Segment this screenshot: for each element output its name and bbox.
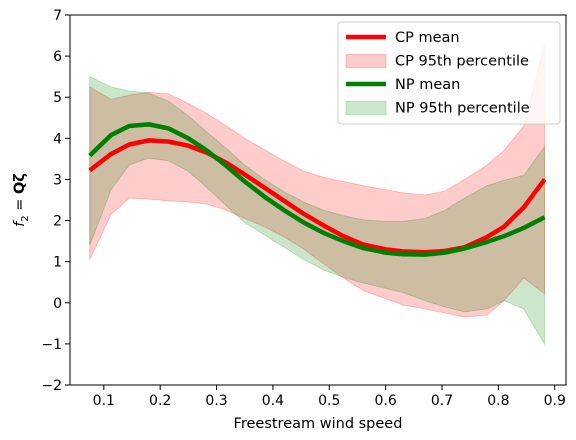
y-tick-label: 7 [53, 8, 62, 24]
x-axis: 0.1 0.2 0.3 0.4 0.5 0.6 0.7 0.8 0.9 [93, 385, 566, 409]
legend: CP mean CP 95th percentile NP mean NP 95th … [337, 21, 561, 125]
y-axis-label: f2 = Qζ [12, 173, 31, 227]
x-tick-label: 0.8 [487, 393, 509, 409]
legend-label-np-95th-percentile: NP 95th percentile [395, 101, 530, 117]
y-tick-label: −2 [41, 378, 62, 394]
y-axis-label-bold: Qζ [12, 173, 28, 194]
y-axis-label-f: f [12, 220, 28, 227]
axes-frame [69, 14, 567, 386]
x-tick-label: 0.9 [544, 393, 566, 409]
y-tick-label: 2 [53, 214, 62, 230]
x-tick-label: 0.4 [262, 393, 284, 409]
y-tick-label: 6 [53, 49, 62, 65]
y-tick-label: 3 [53, 172, 62, 188]
np-95th-percentile-band [89, 75, 546, 346]
x-tick-label: 0.1 [93, 393, 115, 409]
y-axis-label-sub: 2 [20, 215, 31, 221]
x-tick-label: 0.2 [149, 393, 171, 409]
y-axis-label-eq: = [12, 194, 28, 215]
x-axis-label: Freestream wind speed [234, 416, 403, 432]
legend-label-cp-mean: CP mean [395, 30, 460, 46]
np-mean-line [88, 122, 546, 257]
y-tick-label: −1 [41, 337, 62, 353]
y-tick-label: 1 [53, 255, 62, 271]
x-tick-label: 0.3 [205, 393, 227, 409]
x-tick-label: 0.7 [431, 393, 453, 409]
legend-swatch-np-95th-percentile [345, 101, 387, 115]
x-tick-label: 0.6 [375, 393, 397, 409]
cp-95th-percentile-band [89, 43, 546, 318]
y-tick-label: 0 [53, 296, 62, 312]
plot-area [88, 43, 547, 346]
y-tick-label: 5 [53, 90, 62, 106]
legend-label-np-mean: NP mean [395, 77, 460, 93]
y-axis: −2 −1 0 1 2 3 4 5 6 7 [41, 8, 70, 394]
legend-swatch-cp-95th-percentile [345, 54, 387, 68]
legend-label-cp-95th-percentile: CP 95th percentile [395, 54, 529, 70]
x-tick-label: 0.5 [318, 393, 340, 409]
y-tick-label: 4 [53, 131, 62, 147]
legend-box [337, 21, 561, 125]
